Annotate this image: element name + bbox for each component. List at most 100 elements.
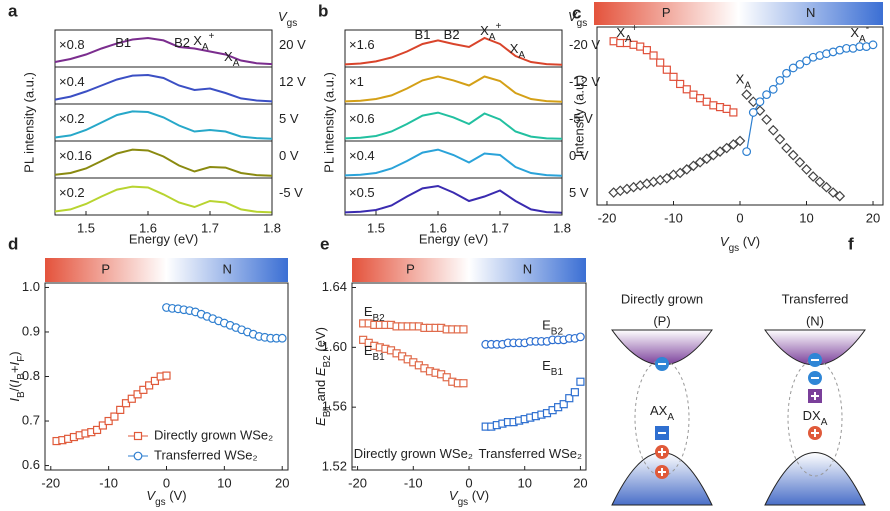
- x-axis-label: Vgs (V): [720, 234, 760, 254]
- marker: [782, 68, 791, 78]
- text-part: (V): [739, 234, 760, 249]
- text-part: gs: [729, 243, 740, 254]
- marker: [714, 146, 726, 157]
- text-part: X: [480, 23, 489, 38]
- text-part: B1: [415, 27, 431, 42]
- marker: [702, 97, 711, 106]
- marker: [682, 85, 691, 94]
- marker: [821, 181, 832, 193]
- text-part: Transferred WSe₂: [479, 446, 583, 461]
- marker: [570, 388, 579, 397]
- marker: [694, 156, 706, 168]
- annotation: EB1: [542, 358, 563, 378]
- sample-title: Transferred: [782, 291, 849, 306]
- x-tick-label: -20: [598, 210, 617, 225]
- x-tick-label: 10: [799, 210, 813, 225]
- x-tick-label: 1.5: [367, 220, 385, 235]
- marker: [616, 38, 625, 48]
- marker: [814, 176, 826, 188]
- marker: [802, 56, 811, 66]
- marker: [741, 89, 752, 100]
- y-tick-label: 0.8: [22, 368, 40, 383]
- marker: [459, 325, 468, 334]
- y-axis-label: IB/(IB+IF): [7, 351, 27, 401]
- scale-factor: ×0.4: [349, 148, 375, 163]
- y-axis-label: Intensity (a.u.): [571, 75, 586, 157]
- scale-factor: ×0.5: [349, 185, 375, 200]
- gate-voltage: 0 V: [569, 148, 589, 163]
- annotation: B2: [444, 27, 460, 42]
- marker: [559, 400, 568, 409]
- text-part: F: [16, 356, 27, 362]
- marker: [674, 167, 686, 179]
- text-part: B2: [444, 27, 460, 42]
- marker: [576, 332, 585, 342]
- text-part: (V): [468, 488, 489, 503]
- text-part: B1: [115, 35, 131, 50]
- marker: [150, 376, 160, 386]
- marker: [92, 425, 102, 435]
- marker: [656, 58, 665, 67]
- y-tick-label: 1.56: [322, 399, 347, 414]
- marker: [775, 75, 785, 85]
- text-part: B: [16, 373, 27, 380]
- y-axis-label: EB1 and EB2 (eV): [313, 327, 333, 426]
- valence-band: [764, 452, 866, 506]
- x-tick-label: 1.6: [139, 220, 157, 235]
- text-part: -: [866, 23, 869, 34]
- text-part: E: [313, 367, 328, 376]
- text-part: E: [313, 417, 328, 426]
- x-axis-label: Energy (eV): [129, 231, 198, 246]
- marker: [139, 385, 148, 394]
- x-tick-label: 1.5: [77, 220, 95, 235]
- text-part: /(: [7, 383, 22, 392]
- text-part: ): [7, 351, 22, 355]
- text-part: A: [625, 34, 632, 45]
- x-tick-label: 0: [465, 475, 472, 490]
- marker: [565, 394, 574, 403]
- gate-voltage: -5 V: [569, 111, 593, 126]
- marker: [110, 412, 119, 421]
- text-part: Directly grown WSe₂: [354, 446, 473, 461]
- panel-label: e: [320, 234, 329, 253]
- scale-factor: ×0.16: [59, 148, 92, 163]
- gate-voltage: -20 V: [569, 37, 600, 52]
- x-tick-label: 0: [736, 210, 743, 225]
- marker: [787, 149, 799, 161]
- marker: [767, 124, 779, 136]
- text-part: gs: [458, 497, 469, 508]
- spectrum: [54, 73, 273, 103]
- text-part: I: [7, 361, 22, 365]
- marker: [121, 399, 131, 408]
- text-part: AX: [650, 403, 668, 418]
- annotation: XA+: [193, 31, 214, 53]
- text-part: gs: [577, 18, 588, 29]
- marker: [742, 147, 752, 157]
- text-part: A: [233, 58, 240, 69]
- marker: [636, 42, 645, 51]
- x-tick-label: -10: [664, 210, 683, 225]
- text-part: X: [736, 72, 745, 87]
- gate-voltage: 0 V: [279, 148, 299, 163]
- marker: [661, 172, 673, 184]
- trace-box: [54, 177, 273, 216]
- scale-factor: ×0.8: [59, 37, 85, 52]
- trace-box: [54, 29, 273, 68]
- spectrum: [54, 185, 273, 214]
- doping-type: (P): [653, 313, 670, 328]
- marker: [755, 97, 765, 107]
- text-part: gs: [287, 18, 298, 29]
- y-tick-label: 0.7: [22, 412, 40, 427]
- text-part: +: [495, 21, 501, 32]
- text-part: B2: [551, 327, 564, 338]
- marker: [662, 65, 671, 74]
- text-part: +: [7, 365, 22, 373]
- gate-voltage-header: Vgs: [568, 9, 587, 29]
- text-part: B2: [322, 355, 333, 368]
- marker: [689, 90, 698, 99]
- spectrum: [344, 36, 563, 66]
- x-tick-label: -10: [404, 475, 423, 490]
- text-part: and: [313, 376, 328, 405]
- annotation: Directly grown WSe₂: [354, 446, 473, 461]
